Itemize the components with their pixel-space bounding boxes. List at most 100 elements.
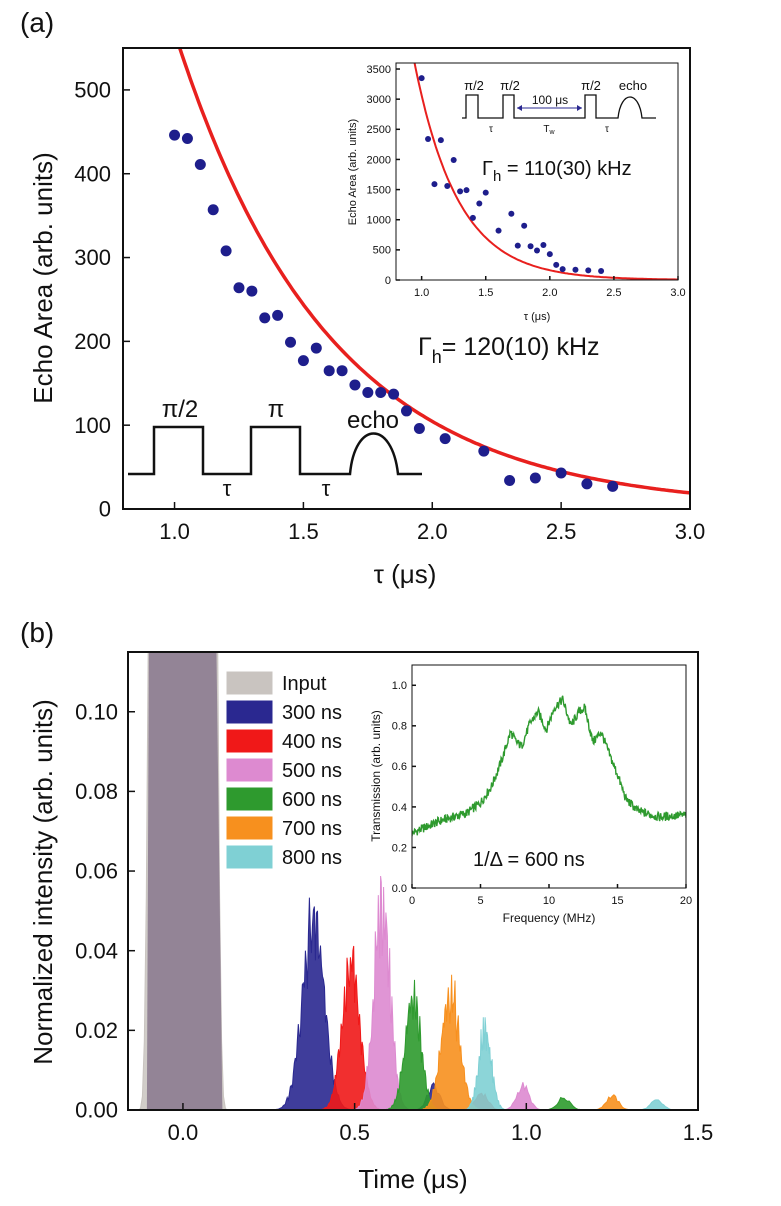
panel-a-data-point <box>233 282 245 294</box>
inset-pulse-label-1: π/2 <box>464 78 484 93</box>
panel-a-inset-fit-label: Γh = 110(30) kHz <box>482 158 632 185</box>
panel-b-area-revival <box>505 1082 541 1110</box>
panel-a-inset-data-point <box>463 187 470 194</box>
inset-pulse-label-3: π/2 <box>581 78 601 93</box>
panel-b-inset-xtick-label-3: 15 <box>611 895 623 907</box>
panel-a-inset-data-point <box>437 137 444 144</box>
panel-b-input-overlap <box>146 652 223 1110</box>
panel-a-data-point <box>207 204 219 216</box>
panel-a-data-point <box>439 433 451 445</box>
legend-swatch-2 <box>226 729 273 753</box>
panel-a-inset-ytick-label-4: 2000 <box>367 154 391 166</box>
panel-a-inset-ytick-label-0: 0 <box>385 275 391 287</box>
panel-b-inset-ytick-label-2: 0.4 <box>392 802 407 814</box>
pulse-label-pi-half: π/2 <box>162 396 199 423</box>
inset-delay-tw-symbol: T <box>543 124 549 135</box>
panel-a-inset-data-point <box>540 242 547 249</box>
panel-a-inset-data-point <box>534 247 540 254</box>
panel-b-xtick-label-3: 1.5 <box>683 1120 714 1145</box>
panel-a-fit-symbol: Γ <box>418 333 432 361</box>
panel-b-xtick-label-2: 1.0 <box>511 1120 542 1145</box>
panel-a-data-point <box>285 336 297 348</box>
panel-a-inset-xtick-label-1: 1.5 <box>478 287 493 299</box>
panel-a-inset-data-point <box>553 261 560 268</box>
panel-a-data-point <box>388 388 400 400</box>
legend-swatch-3 <box>226 758 273 782</box>
panel-b-label: (b) <box>20 617 54 648</box>
panel-b-inset-annotation: 1/Δ = 600 ns <box>473 849 585 871</box>
panel-a-xtick-label-1: 1.5 <box>288 519 319 544</box>
panel-b-inset-ytick-label-5: 1.0 <box>392 680 407 692</box>
panel-a-inset-data-point <box>508 210 515 217</box>
panel-b-inset-ytick-label-1: 0.2 <box>392 842 407 854</box>
legend-label-3: 500 ns <box>282 760 342 782</box>
panel-b-inset: 0 5 10 15 20 0.0 0.2 0.4 0.6 0.8 1.0 Frequency (M… <box>369 664 692 925</box>
panel-a-inset-xtick-label-2: 2.0 <box>542 287 557 299</box>
panel-a-ylabel: Echo Area (arb. units) <box>28 152 58 403</box>
panel-a-data-point <box>272 309 284 321</box>
legend-label-1: 300 ns <box>282 702 342 724</box>
panel-b-inset-xlabel: Frequency (MHz) <box>503 911 596 925</box>
panel-a-xlabel: τ (μs) <box>374 559 437 589</box>
panel-b-plot: 0.0 0.5 1.0 1.5 0.000.020.040.060.080.10 <box>75 651 714 1145</box>
panel-b-frame <box>127 651 699 1111</box>
panel-a-xtick-label-3: 2.5 <box>546 519 577 544</box>
panel-a-data-point <box>259 312 271 324</box>
panel-a-inset-data-point <box>598 267 605 274</box>
panel-a-fit-label: Γh= 120(10) kHz <box>418 333 600 367</box>
panel-a-xtick-label-4: 3.0 <box>675 519 706 544</box>
panel-a-data-point <box>181 133 193 145</box>
panel-b-legend: Input 300 ns 400 ns 500 ns 600 ns 700 ns 800 n… <box>226 671 342 869</box>
panel-a-ytick-label-5: 500 <box>74 78 111 103</box>
panel-a-inset-data-point <box>418 75 425 82</box>
panel-a-data-point <box>607 480 619 492</box>
panel-a-inset-data-point <box>469 214 476 221</box>
panel-a-data-point <box>478 445 490 457</box>
legend-label-2: 400 ns <box>282 731 342 753</box>
panel-a-data-point <box>310 342 322 354</box>
panel-a-inset-xtick-label-4: 3.0 <box>670 287 685 299</box>
legend-swatch-0 <box>226 671 273 695</box>
panel-b-ytick-label-3: 0.06 <box>75 859 118 884</box>
panel-a-data-point <box>504 475 516 487</box>
panel-a-data-point <box>220 245 232 257</box>
panel-b-xtick-label-1: 0.5 <box>339 1120 370 1145</box>
panel-a-inset-data-point <box>425 135 432 142</box>
panel-b-area-revival <box>639 1099 675 1110</box>
panel-b-area-revival <box>546 1096 582 1110</box>
panel-a-data-point <box>555 467 567 479</box>
panel-a-fit-sub: h <box>432 347 442 367</box>
panel-a-ytick-label-0: 0 <box>99 497 111 522</box>
panel-a-ytick-label-2: 200 <box>74 329 111 354</box>
panel-a-inset-data-point <box>444 182 451 189</box>
panel-b-area-revival <box>594 1094 630 1110</box>
panel-b-inset-xtick-label-0: 0 <box>409 895 415 907</box>
panel-b-inset-transmission-curve <box>412 695 686 837</box>
inset-fit-value: = 110(30) kHz <box>501 158 631 180</box>
panel-a-inset-ytick-label-5: 2500 <box>367 124 391 136</box>
legend-label-0: Input <box>282 673 327 695</box>
legend-swatch-1 <box>226 700 273 724</box>
panel-a-inset-xtick-label-3: 2.5 <box>606 287 621 299</box>
panel-a-inset-data-point <box>514 242 521 249</box>
legend-swatch-6 <box>226 845 273 869</box>
panel-a-inset-fit-curve <box>413 63 678 280</box>
panel-a-inset-ylabel: Echo Area (arb. units) <box>347 119 359 225</box>
panel-a-data-point <box>246 285 258 297</box>
panel-a-inset-ytick-label-1: 500 <box>373 245 391 257</box>
panel-a-data-point <box>323 365 335 377</box>
pulse-sequence-trace <box>128 425 422 476</box>
panel-a-inset-frame <box>395 62 679 281</box>
panel-b-area-800-ns <box>458 1017 512 1110</box>
panel-a-inset-data-point <box>457 188 464 195</box>
pulse-delay-1: τ <box>223 476 232 501</box>
panel-a-data-point <box>581 478 593 490</box>
panel-a-inset-ytick-label-6: 3000 <box>367 94 391 106</box>
panel-a-ytick-label-1: 100 <box>74 413 111 438</box>
panel-b-inset-ytick-label-4: 0.8 <box>392 721 407 733</box>
panel-a-label: (a) <box>20 7 54 38</box>
panel-a-pulse-sequence: π/2 π echo τ τ <box>128 396 422 501</box>
panel-b-ytick-label-5: 0.10 <box>75 699 118 724</box>
panel-a-ytick-label-3: 300 <box>74 245 111 270</box>
